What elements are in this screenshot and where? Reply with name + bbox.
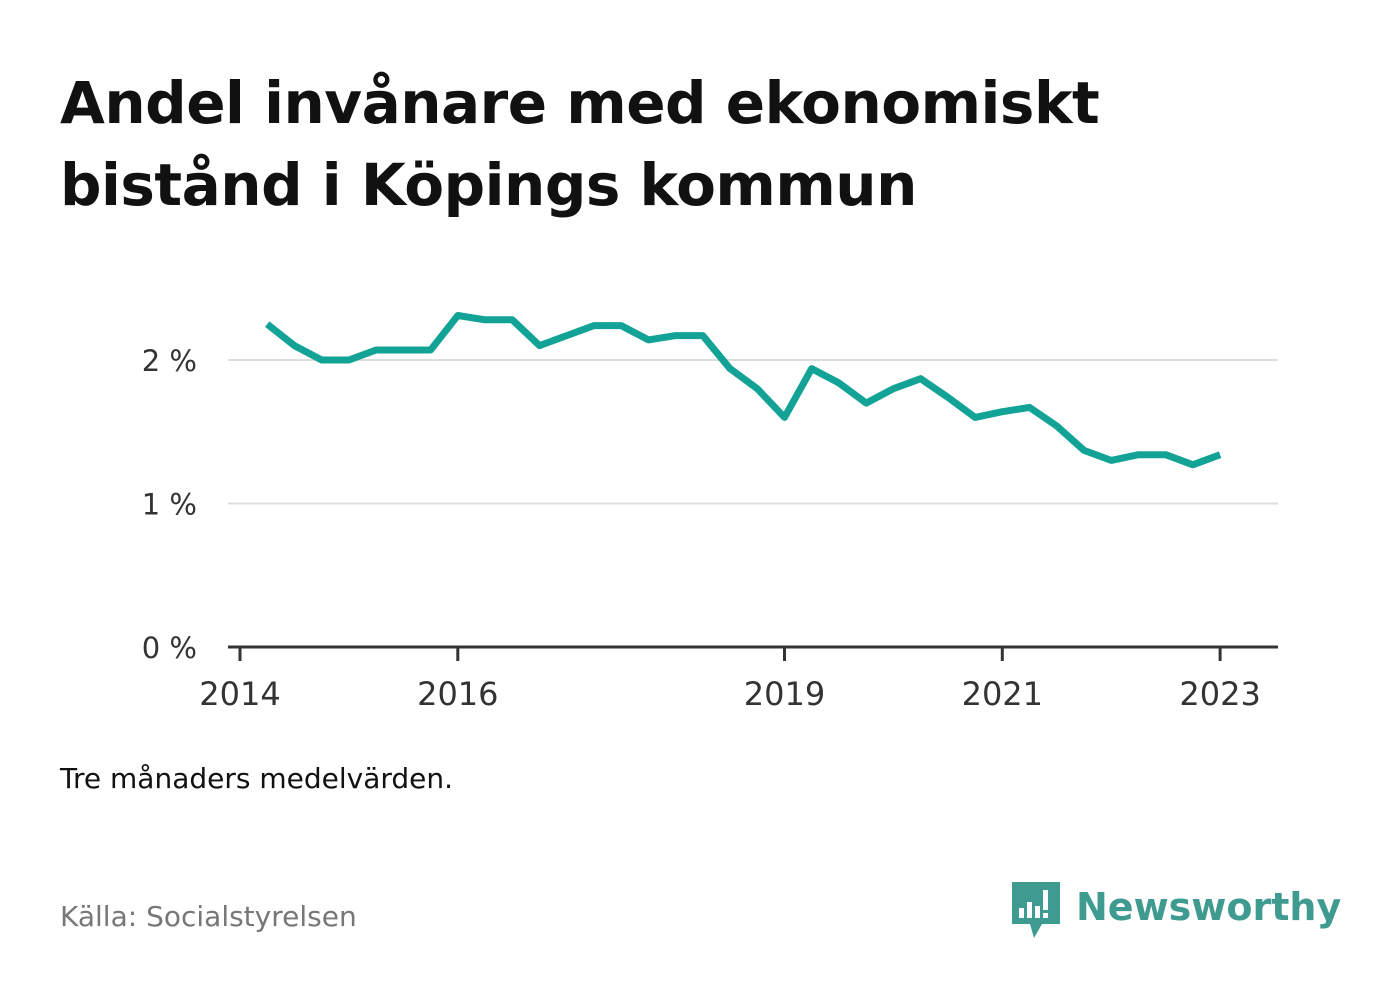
x-tick-label: 2023 [1179, 675, 1260, 713]
y-tick-label: 0 % [142, 631, 197, 665]
brand-logo: Newsworthy [1010, 878, 1341, 942]
chart-title-line-2: bistånd i Köpings kommun [60, 151, 917, 219]
chart-note: Tre månaders medelvärden. [60, 762, 454, 795]
y-tick-label: 2 % [142, 344, 197, 378]
source-credit: Källa: Socialstyrelsen [60, 900, 357, 933]
x-tick-label: 2016 [417, 675, 498, 713]
chart-title-line-1: Andel invånare med ekonomiskt [60, 69, 1100, 137]
x-tick-label: 2021 [962, 675, 1043, 713]
x-tick-label: 2014 [199, 675, 280, 713]
bar-chart-speech-bubble-icon [1012, 882, 1060, 938]
x-tick-label: 2019 [744, 675, 825, 713]
brand-name: Newsworthy [1076, 885, 1342, 929]
y-tick-label: 1 % [142, 488, 197, 522]
data-series-line [265, 312, 1222, 469]
chart-title: Andel invånare med ekonomiskt bistånd i … [60, 62, 1320, 226]
